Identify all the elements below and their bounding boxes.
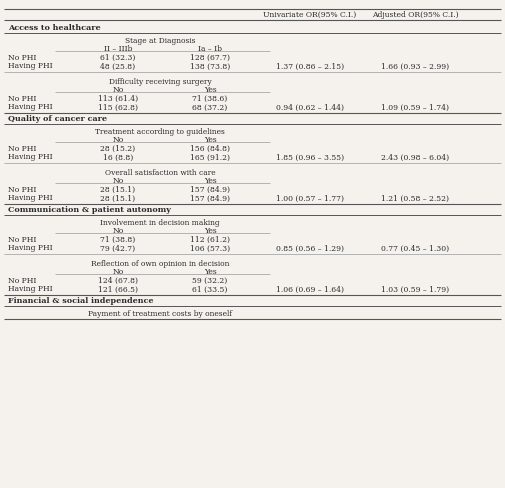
Text: Overall satisfaction with care: Overall satisfaction with care (105, 169, 215, 177)
Text: Access to healthcare: Access to healthcare (8, 24, 100, 32)
Text: Stage at Diagnosis: Stage at Diagnosis (125, 37, 195, 45)
Text: Having PHI: Having PHI (8, 153, 53, 161)
Text: Having PHI: Having PHI (8, 62, 53, 70)
Text: 61 (32.3): 61 (32.3) (100, 54, 136, 62)
Text: Difficulty receiving surgery: Difficulty receiving surgery (109, 78, 212, 86)
Text: 0.94 (0.62 – 1.44): 0.94 (0.62 – 1.44) (276, 103, 344, 111)
Text: Adjusted OR(95% C.I.): Adjusted OR(95% C.I.) (372, 11, 459, 19)
Text: Treatment according to guidelines: Treatment according to guidelines (95, 128, 225, 136)
Text: No: No (113, 177, 124, 184)
Text: Involvement in decision making: Involvement in decision making (100, 219, 220, 226)
Text: 68 (37.2): 68 (37.2) (192, 103, 228, 111)
Text: 71 (38.8): 71 (38.8) (100, 236, 136, 244)
Text: No PHI: No PHI (8, 185, 36, 194)
Text: 156 (84.8): 156 (84.8) (190, 145, 230, 153)
Text: 48 (25.8): 48 (25.8) (100, 62, 135, 70)
Text: 128 (67.7): 128 (67.7) (190, 54, 230, 62)
Text: 1.21 (0.58 – 2.52): 1.21 (0.58 – 2.52) (381, 194, 449, 202)
Text: No: No (113, 136, 124, 143)
Text: No PHI: No PHI (8, 276, 36, 285)
Text: Quality of cancer care: Quality of cancer care (8, 115, 107, 123)
Text: Having PHI: Having PHI (8, 244, 53, 252)
Text: 2.43 (0.98 – 6.04): 2.43 (0.98 – 6.04) (381, 153, 449, 161)
Text: 28 (15.2): 28 (15.2) (100, 145, 135, 153)
Text: 106 (57.3): 106 (57.3) (190, 244, 230, 252)
Text: 1.09 (0.59 – 1.74): 1.09 (0.59 – 1.74) (381, 103, 449, 111)
Text: 157 (84.9): 157 (84.9) (190, 185, 230, 194)
Text: 113 (61.4): 113 (61.4) (98, 95, 138, 103)
Text: 0.85 (0.56 – 1.29): 0.85 (0.56 – 1.29) (276, 244, 344, 252)
Text: 0.77 (0.45 – 1.30): 0.77 (0.45 – 1.30) (381, 244, 449, 252)
Text: Yes: Yes (204, 86, 216, 94)
Text: No PHI: No PHI (8, 145, 36, 153)
Text: No PHI: No PHI (8, 95, 36, 103)
Text: 1.66 (0.93 – 2.99): 1.66 (0.93 – 2.99) (381, 62, 449, 70)
Text: Univariate OR(95% C.I.): Univariate OR(95% C.I.) (264, 11, 357, 19)
Text: Yes: Yes (204, 177, 216, 184)
Text: Having PHI: Having PHI (8, 285, 53, 293)
Text: 124 (67.8): 124 (67.8) (98, 276, 138, 285)
Text: 1.03 (0.59 – 1.79): 1.03 (0.59 – 1.79) (381, 285, 449, 293)
Text: Financial & social independence: Financial & social independence (8, 296, 154, 305)
Text: 115 (62.8): 115 (62.8) (98, 103, 138, 111)
Text: 165 (91.2): 165 (91.2) (190, 153, 230, 161)
Text: Yes: Yes (204, 267, 216, 275)
Text: 61 (33.5): 61 (33.5) (192, 285, 228, 293)
Text: 1.06 (0.69 – 1.64): 1.06 (0.69 – 1.64) (276, 285, 344, 293)
Text: 28 (15.1): 28 (15.1) (100, 185, 135, 194)
Text: Having PHI: Having PHI (8, 194, 53, 202)
Text: 1.00 (0.57 – 1.77): 1.00 (0.57 – 1.77) (276, 194, 344, 202)
Text: 59 (32.2): 59 (32.2) (192, 276, 228, 285)
Text: No: No (113, 226, 124, 235)
Text: Payment of treatment costs by oneself: Payment of treatment costs by oneself (88, 309, 232, 317)
Text: 16 (8.8): 16 (8.8) (103, 153, 133, 161)
Text: 138 (73.8): 138 (73.8) (190, 62, 230, 70)
Text: Reflection of own opinion in decision: Reflection of own opinion in decision (91, 260, 229, 267)
Text: 1.37 (0.86 – 2.15): 1.37 (0.86 – 2.15) (276, 62, 344, 70)
Text: Yes: Yes (204, 136, 216, 143)
Text: Ia – Ib: Ia – Ib (198, 45, 222, 53)
Text: 112 (61.2): 112 (61.2) (190, 236, 230, 244)
Text: II – IIIb: II – IIIb (104, 45, 132, 53)
Text: 157 (84.9): 157 (84.9) (190, 194, 230, 202)
Text: 121 (66.5): 121 (66.5) (98, 285, 138, 293)
Text: 28 (15.1): 28 (15.1) (100, 194, 135, 202)
Text: Having PHI: Having PHI (8, 103, 53, 111)
Text: No PHI: No PHI (8, 54, 36, 62)
Text: No: No (113, 267, 124, 275)
Text: 71 (38.6): 71 (38.6) (192, 95, 228, 103)
Text: 79 (42.7): 79 (42.7) (100, 244, 135, 252)
Text: Yes: Yes (204, 226, 216, 235)
Text: Communication & patient autonomy: Communication & patient autonomy (8, 205, 171, 214)
Text: No PHI: No PHI (8, 236, 36, 244)
Text: No: No (113, 86, 124, 94)
Text: 1.85 (0.96 – 3.55): 1.85 (0.96 – 3.55) (276, 153, 344, 161)
